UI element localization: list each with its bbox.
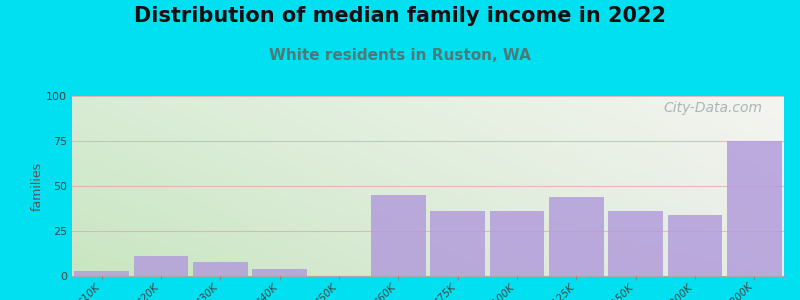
Bar (134, 256, 188, 276)
Bar (193, 262, 248, 276)
Bar (490, 211, 544, 276)
Bar (74, 271, 129, 276)
Text: White residents in Ruston, WA: White residents in Ruston, WA (269, 48, 531, 63)
Bar (252, 269, 307, 276)
Bar (727, 141, 782, 276)
Bar (430, 211, 485, 276)
Bar (608, 211, 663, 276)
Text: City-Data.com: City-Data.com (664, 101, 762, 116)
Bar (549, 197, 604, 276)
Y-axis label: families: families (30, 161, 43, 211)
Bar (668, 215, 722, 276)
Bar (371, 195, 426, 276)
Text: Distribution of median family income in 2022: Distribution of median family income in … (134, 6, 666, 26)
